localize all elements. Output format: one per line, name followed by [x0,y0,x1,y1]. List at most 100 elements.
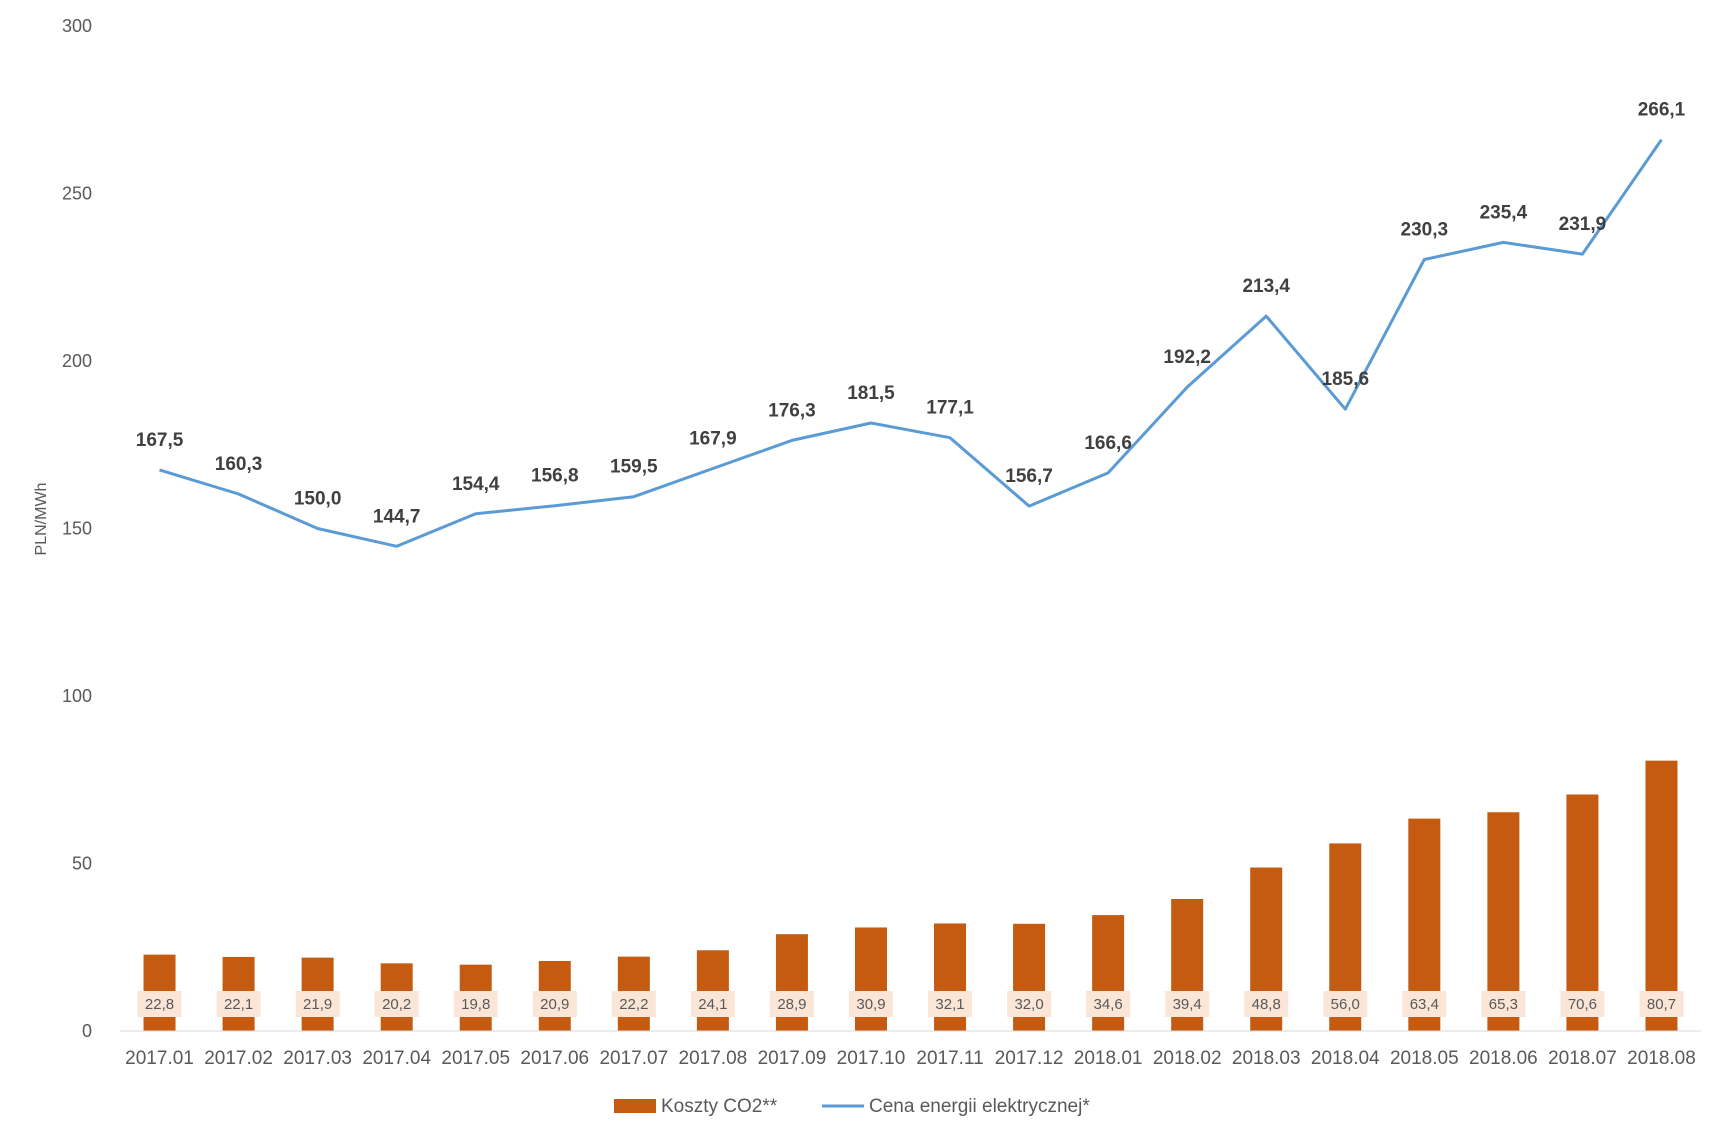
bar-data-label: 21,9 [303,996,332,1013]
bar-data-label: 65,3 [1489,996,1518,1013]
x-tick-label: 2018.01 [1074,1048,1143,1069]
x-tick-label: 2017.12 [995,1048,1064,1069]
legend-label-cena-energii: Cena energii elektrycznej* [869,1096,1090,1117]
bar-data-label-bg [1481,991,1526,1017]
line-data-label: 156,8 [531,466,579,487]
legend-label-koszty-co2: Koszty CO2** [661,1096,778,1117]
x-tick-label: 2018.08 [1627,1048,1696,1069]
x-tick-label: 2018.03 [1232,1048,1301,1069]
x-tick-label: 2017.02 [204,1048,273,1069]
y-tick-label: 200 [62,351,92,371]
bar-data-label-bg [1086,991,1131,1017]
line-data-labels: 167,5 160,3 150,0 144,7 154,4 156,8 159,5 167,9… [136,100,1686,528]
x-tick-label: 2017.05 [441,1048,510,1069]
bar-data-label-bg [928,991,973,1017]
line-data-label: 235,4 [1480,202,1528,223]
line-data-label: 181,5 [847,383,895,404]
bar-series-koszty-co2 [143,760,1678,1031]
bar-data-label-bg [1007,991,1052,1017]
line-data-label: 166,6 [1084,433,1132,454]
x-tick-label: 2017.07 [599,1048,668,1069]
bar-data-label-bg [532,991,577,1017]
y-axis-ticks: 0 50 100 150 200 250 300 [62,16,92,1041]
y-axis-title: PLN/MWh [33,483,50,556]
bar-data-label: 20,9 [540,996,569,1013]
y-tick-label: 0 [82,1021,92,1041]
x-tick-label: 2017.01 [125,1048,194,1069]
y-tick-label: 300 [62,16,92,36]
bar-data-label: 24,1 [698,996,727,1013]
bar-data-label: 28,9 [777,996,806,1013]
line-series-cena-energii [159,138,1663,548]
x-tick-label: 2018.07 [1548,1048,1617,1069]
line-data-label: 159,5 [610,457,658,478]
bar-data-label: 48,8 [1252,996,1281,1013]
line-data-label: 266,1 [1638,100,1686,121]
bar-data-label: 63,4 [1410,996,1439,1013]
y-tick-label: 250 [62,184,92,204]
bar-data-label: 22,8 [145,996,174,1013]
line-data-label: 144,7 [373,506,421,527]
bar-data-label-bg [848,991,893,1017]
x-tick-label: 2018.05 [1390,1048,1459,1069]
line-data-label: 160,3 [215,454,263,475]
bar-data-label: 32,0 [1014,996,1043,1013]
legend: Koszty CO2** Cena energii elektrycznej* [614,1096,1090,1117]
bar-data-label: 39,4 [1173,996,1202,1013]
bar-data-label: 70,6 [1568,996,1597,1013]
line-data-label: 230,3 [1401,219,1449,240]
line-data-label: 156,7 [1005,466,1053,487]
line-data-label: 167,5 [136,430,184,451]
x-axis-ticks: 2017.01 2017.02 2017.03 2017.04 2017.05 2017.… [125,1048,1696,1069]
x-tick-label: 2017.06 [520,1048,589,1069]
bar-data-label-bg [137,991,182,1017]
bar-koszty-co2 [1645,760,1678,1031]
x-tick-label: 2017.10 [837,1048,906,1069]
bar-data-label: 22,2 [619,996,648,1013]
x-tick-label: 2017.08 [679,1048,748,1069]
line-data-label: 167,9 [689,429,737,450]
line-data-label: 176,3 [768,400,816,421]
x-tick-label: 2018.06 [1469,1048,1538,1069]
bar-data-label-bg [1560,991,1605,1017]
bar-data-label: 56,0 [1331,996,1360,1013]
bar-data-label-bg [216,991,261,1017]
x-tick-label: 2017.11 [916,1048,983,1069]
line-data-label: 154,4 [452,474,500,495]
bar-data-label: 80,7 [1647,996,1676,1013]
bar-data-labels: 22,8 22,1 21,9 20,2 19,8 20,9 22,2 24,1 28,9 30,9… [137,991,1684,1017]
x-tick-label: 2018.02 [1153,1048,1222,1069]
bar-data-label-bg [1244,991,1289,1017]
bar-data-label-bg [1402,991,1447,1017]
bar-data-label-bg [1639,991,1684,1017]
bar-data-label-bg [295,991,340,1017]
y-tick-label: 150 [62,519,92,539]
bar-data-label: 19,8 [461,996,490,1013]
y-tick-label: 50 [72,854,92,874]
bar-data-label-bg [611,991,656,1017]
bar-data-label-bg [374,991,419,1017]
line-data-label: 150,0 [294,489,342,510]
y-tick-label: 100 [62,686,92,706]
bar-data-label: 22,1 [224,996,253,1013]
x-tick-label: 2018.04 [1311,1048,1380,1069]
bar-data-label-bg [453,991,498,1017]
bar-data-label-bg [769,991,814,1017]
x-tick-label: 2017.04 [362,1048,431,1069]
bar-data-label: 30,9 [856,996,885,1013]
line-data-label: 231,9 [1559,214,1607,235]
bar-data-label-bg [1323,991,1368,1017]
bar-data-label-bg [1165,991,1210,1017]
line-data-label: 185,6 [1322,369,1370,390]
line-data-label: 192,2 [1163,347,1211,368]
legend-swatch-koszty-co2 [614,1099,656,1113]
bar-data-label: 34,6 [1094,996,1123,1013]
bar-data-label-bg [690,991,735,1017]
bar-data-label: 20,2 [382,996,411,1013]
x-tick-label: 2017.09 [758,1048,827,1069]
bar-data-label: 32,1 [935,996,964,1013]
x-tick-label: 2017.03 [283,1048,352,1069]
line-data-label: 213,4 [1242,276,1290,297]
